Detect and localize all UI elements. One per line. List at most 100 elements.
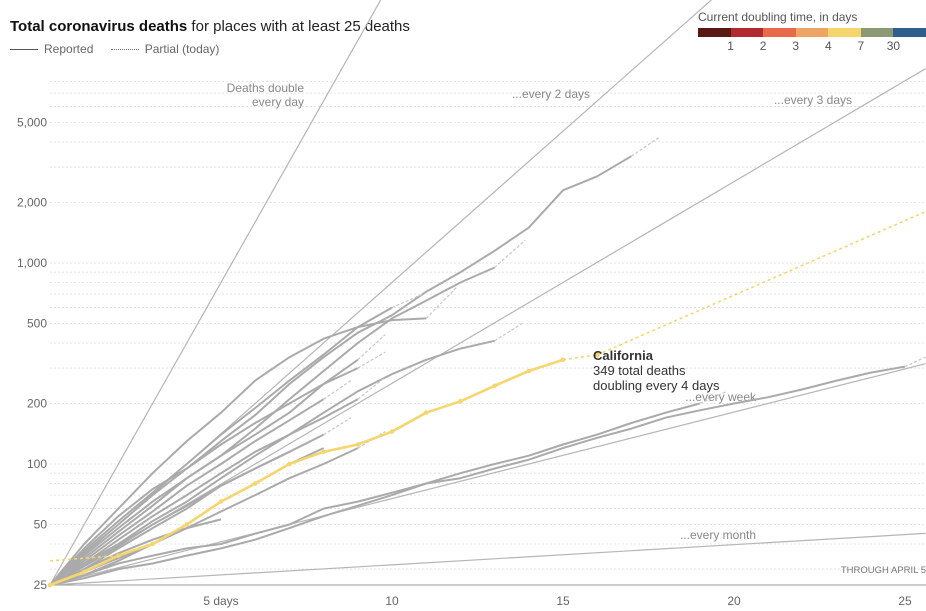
y-tick-label: 25 [34,578,48,592]
series-line [49,358,359,586]
highlight-total-label: 349 total deaths [593,363,686,378]
series-line [49,306,393,586]
highlight-point [81,569,87,575]
series-lines [49,137,926,586]
highlight-end-point [594,352,600,358]
highlight-point [184,522,190,527]
reference-line-label: ...every month [680,528,756,542]
highlight-point [526,368,532,374]
series-partial-line [323,417,352,436]
reference-line-label: ...every 3 days [774,93,852,107]
highlight-point [252,481,258,486]
highlight-name-label: California [593,348,654,363]
reference-line-label: ...every week [685,390,757,404]
doubling-swatch [893,28,926,37]
y-tick-label: 50 [34,517,48,531]
series-line [49,518,222,586]
legend-reported-label: Reported [44,42,94,56]
y-tick-label: 2,000 [17,195,47,209]
series-line [49,367,359,586]
highlight-point [355,442,361,447]
y-tick-label: 1,000 [17,256,47,270]
y-tick-label: 200 [27,396,47,410]
highlight-point [116,553,121,558]
reference-label-line: ...every 2 days [512,87,590,101]
highlight-point [389,429,395,434]
doubling-swatch [730,28,764,37]
doubling-scale-label: 1 [727,39,734,53]
reference-line-label: Deaths double every day [227,81,305,109]
reference-line [49,0,382,586]
series-line [49,398,359,586]
through-date-label: THROUGH APRIL 5 [841,565,926,576]
doubling-time-scale: Current doubling time, in days 1 2 3 4 7 30 [698,10,926,53]
series-line [49,365,906,586]
series-line [49,402,701,586]
highlight-point [423,410,429,415]
highlight-point [321,449,326,455]
x-tick-label: 25 [898,594,912,608]
series-partial-line [904,356,926,368]
reported-line-swatch [10,49,38,51]
doubling-swatch [795,28,829,37]
doubling-scale-label: 7 [857,39,865,53]
series-line [49,317,427,586]
series-partial-line [494,239,526,268]
chart-title: Total coronavirus deaths for places with… [10,18,410,35]
highlight-point [287,461,292,467]
doubling-scale-swatches [698,28,926,37]
x-tick-label: 10 [385,594,399,608]
reference-label-line: ...every week [685,390,757,404]
reference-line [49,68,926,586]
x-tick-label: 15 [556,594,570,608]
series-partial-line [425,286,458,319]
y-tick-label: 5,000 [17,115,47,129]
chart-title-bold: Total coronavirus deaths [10,18,188,35]
doubling-scale-title: Current doubling time, in days [698,10,858,24]
highlight-point [458,399,463,404]
grid-lines [50,81,926,586]
series-partial-line [631,137,660,157]
y-tick-label: 100 [27,457,47,471]
reference-line [49,363,926,586]
doubling-swatch [698,28,731,37]
highlight-point [492,383,497,389]
y-tick-label: 500 [27,316,47,330]
legend-partial-label: Partial (today) [144,42,220,56]
doubling-swatch [828,28,861,37]
doubling-scale-label: 30 [886,39,901,53]
doubling-swatch [763,28,796,37]
doubling-scale-label: 3 [792,39,800,53]
series-line [49,155,632,586]
doubling-swatch [860,28,894,37]
series-partial-line [357,334,386,361]
doubling-scale-label: 2 [759,39,767,53]
highlight-line [49,358,564,587]
series-partial-line [357,376,386,400]
doubling-scale-labels: 1 2 3 4 7 30 [698,37,926,53]
doubling-scale-label: 4 [824,39,832,53]
series-partial-line [323,380,352,400]
x-tick-label: 5 days [203,594,238,608]
reference-label-line: ...every 3 days [774,93,852,107]
highlight-point [218,499,224,504]
highlight-point [560,357,566,363]
axis-labels: 25 50 100 200 500 1,000 2,000 5,000 5 days 10 15 20… [17,115,912,608]
reference-label-line: Deaths double [227,81,305,95]
line-style-legend: Reported Partial (today) [10,42,219,56]
series-partial-line [357,351,386,369]
series-partial-line [391,293,424,309]
series-line [49,339,495,586]
x-tick-label: 20 [727,594,741,608]
series-line [49,450,290,586]
reference-line [49,532,926,586]
chart-title-rest: for places with at least 25 deaths [187,18,410,35]
partial-line-swatch [110,49,139,51]
reference-lines: Deaths double every day ...every 2 days...… [49,0,926,586]
highlight-point [47,582,53,588]
reference-line-label: ...every 2 days [512,87,590,101]
highlight-doubling-label: doubling every 4 days [593,378,720,393]
series-line [49,398,325,586]
